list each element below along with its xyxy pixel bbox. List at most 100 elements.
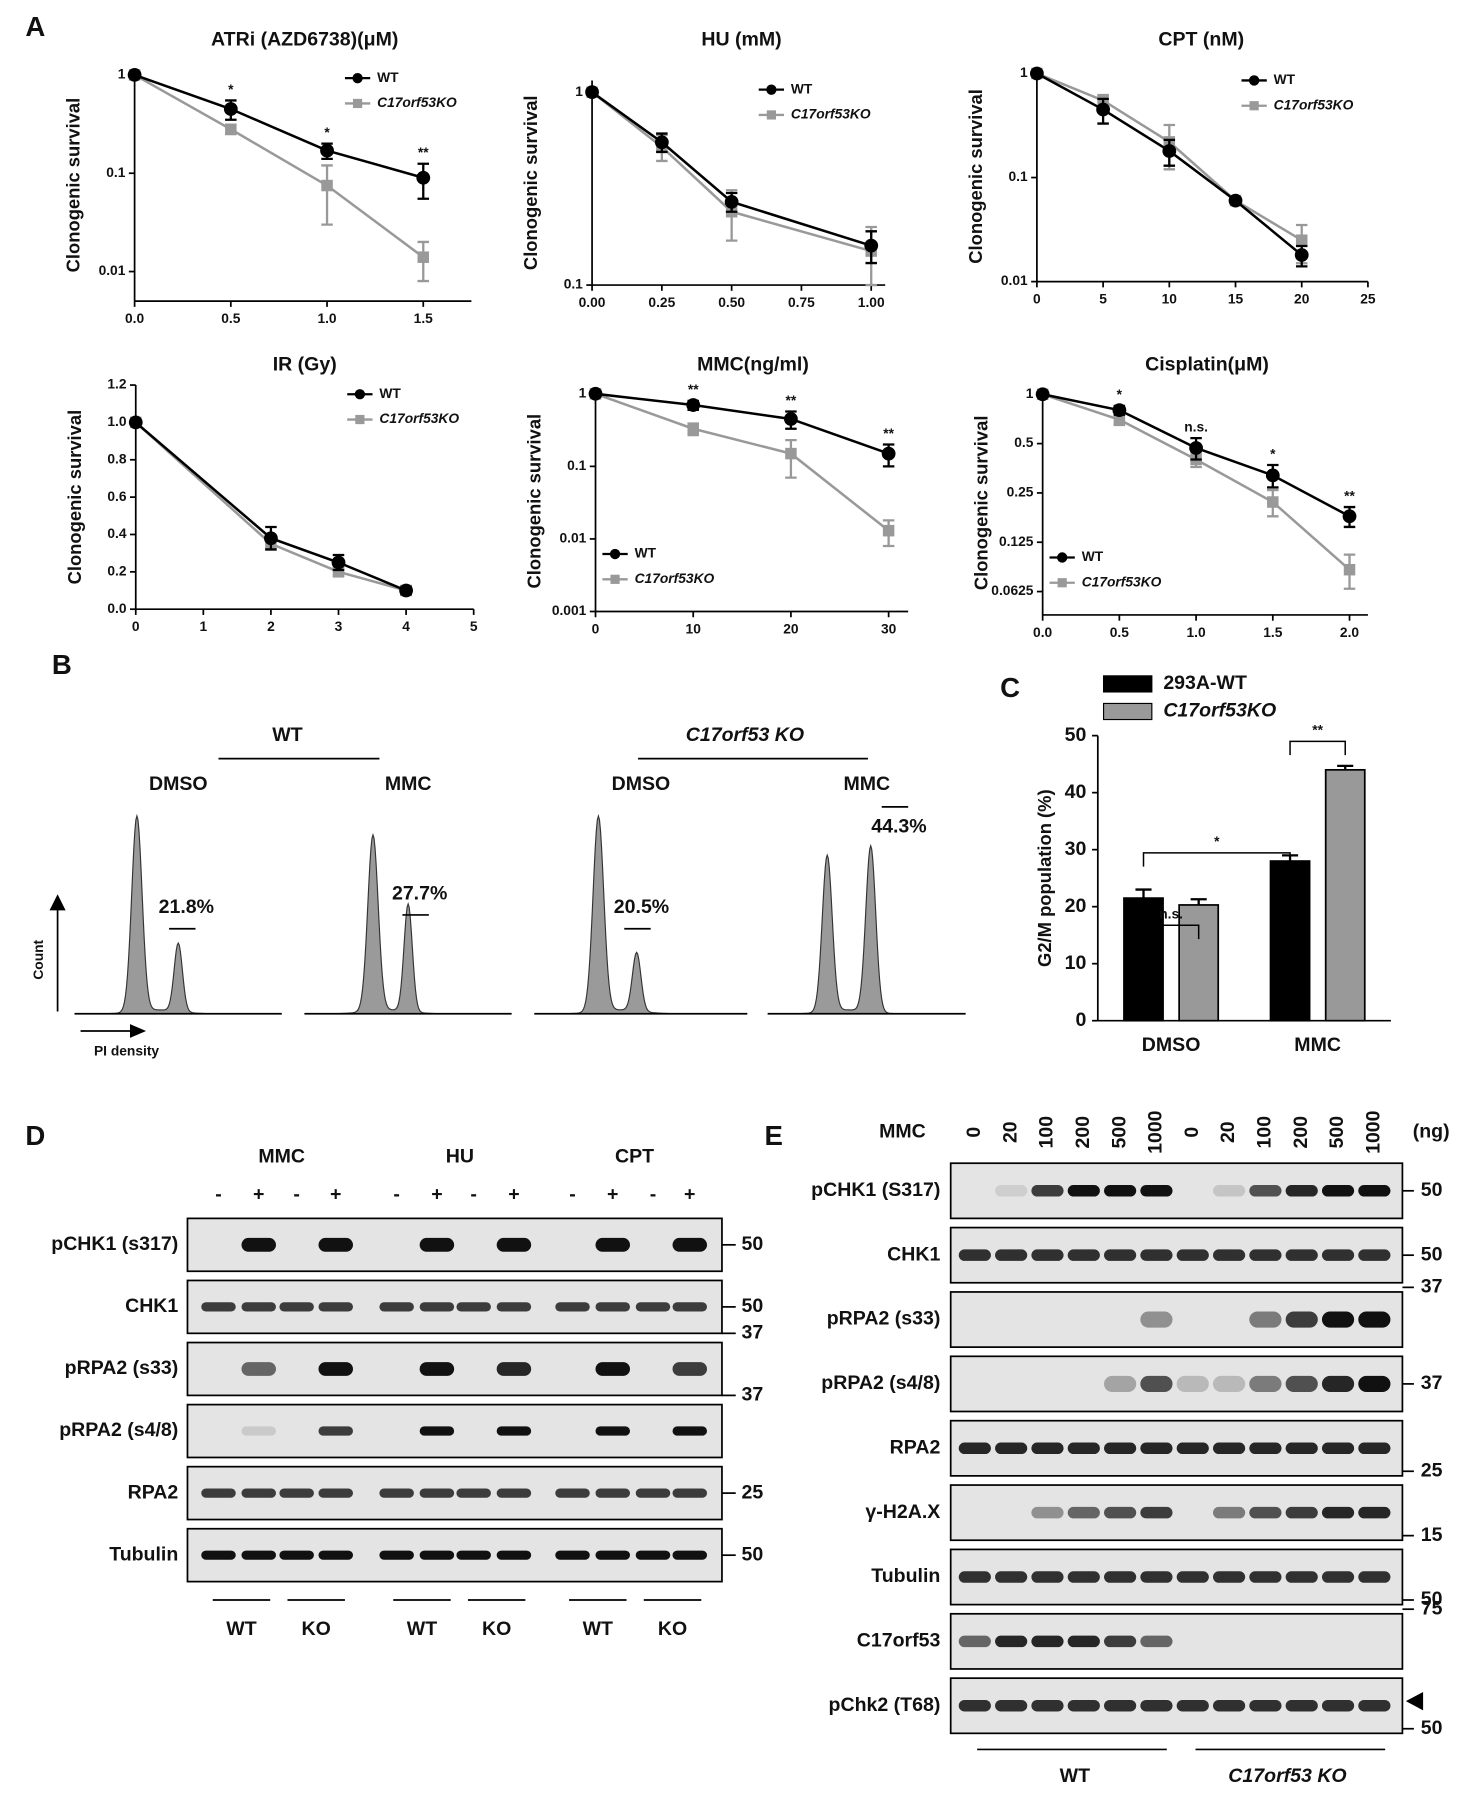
y-tick-label: 0.1: [564, 277, 583, 292]
y-axis-title: Clonogenic survival: [971, 416, 992, 591]
legend-label: C17orf53KO: [1082, 574, 1162, 589]
data-point: [332, 566, 345, 578]
band: [379, 1488, 414, 1498]
y-tick-label: 0.1: [567, 458, 586, 473]
band: [995, 1635, 1028, 1648]
blot-strip: [186, 1279, 723, 1335]
legend-label: C17orf53KO: [1163, 700, 1276, 722]
histogram: [767, 843, 966, 1015]
x-tick-label: 25: [1360, 292, 1376, 307]
data-point: [416, 170, 431, 185]
y-tick-label: 0.001: [552, 603, 587, 618]
blot-strip: [186, 1527, 723, 1583]
band: [1358, 1249, 1391, 1261]
mw-label: 50: [1421, 1588, 1443, 1610]
genotype-label: WT: [226, 1618, 256, 1640]
band: [1212, 1571, 1246, 1583]
mw-label: 37: [741, 1384, 763, 1406]
band: [958, 1442, 991, 1455]
legend-label: C17orf53KO: [379, 411, 459, 426]
mw-label: 15: [1421, 1524, 1443, 1546]
x-tick-label: 3: [335, 619, 343, 634]
series-line: [591, 91, 872, 253]
band: [1212, 1249, 1246, 1261]
band: [1176, 1700, 1209, 1712]
x-tick-label: 0.0: [1033, 625, 1052, 640]
legend-label: C17orf53KO: [635, 571, 715, 586]
data-point: [1112, 403, 1127, 418]
band: [958, 1571, 991, 1583]
band: [456, 1550, 491, 1560]
band: [1031, 1249, 1064, 1261]
band: [1104, 1571, 1137, 1583]
y-tick-label: 40: [1065, 781, 1087, 803]
data-point: [1228, 193, 1243, 208]
row-label: RPA2: [890, 1436, 941, 1458]
treatment-label: DMSO: [149, 773, 208, 795]
dose-label: 0: [1181, 1127, 1203, 1138]
row-label: pRPA2 (s4/8): [821, 1372, 940, 1394]
dose-label: 0: [963, 1127, 985, 1138]
data-point: [331, 555, 346, 570]
band: [1249, 1249, 1282, 1261]
band: [595, 1488, 630, 1498]
data-point: [1294, 248, 1309, 262]
panel-label: E: [764, 1120, 782, 1151]
legend-label: 293A-WT: [1163, 672, 1247, 694]
band: [496, 1362, 532, 1376]
x-tick-label: 0: [1033, 292, 1041, 307]
band: [1104, 1442, 1137, 1455]
x-tick-label: 1.00: [858, 295, 885, 310]
y-tick-label: 30: [1065, 838, 1087, 860]
legend-label: C17orf53KO: [1274, 97, 1354, 112]
x-tick-label: 2: [267, 619, 275, 634]
series-line: [133, 73, 425, 259]
legend-swatch: [1102, 675, 1153, 693]
band: [1104, 1635, 1137, 1648]
mw-label: 75: [1421, 1597, 1443, 1619]
band: [1321, 1311, 1355, 1328]
dose-label: 1000: [1363, 1110, 1385, 1154]
row-label: pRPA2 (s33): [827, 1308, 941, 1330]
y-tick-label: 0.01: [559, 531, 586, 546]
band: [1358, 1311, 1391, 1328]
y-tick-label: 50: [1065, 724, 1087, 746]
band: [241, 1362, 276, 1376]
treatment-label: DMSO: [612, 773, 671, 795]
error-bar: [1337, 764, 1354, 770]
arrow-head: [49, 894, 66, 911]
band: [1321, 1249, 1355, 1261]
band: [1249, 1571, 1282, 1583]
x-tick-label: 1.0: [317, 311, 336, 326]
dose-label: 500: [1108, 1116, 1130, 1149]
legend-label: WT: [635, 546, 657, 561]
band: [595, 1550, 630, 1560]
band: [1285, 1506, 1318, 1519]
data-point: [585, 85, 599, 100]
legend-marker: [1249, 101, 1259, 111]
band: [496, 1488, 532, 1498]
band: [1067, 1571, 1100, 1583]
band: [1104, 1506, 1137, 1519]
band: [1067, 1700, 1100, 1712]
arrow-head: [130, 1024, 147, 1038]
significance: n.s.: [1159, 907, 1183, 922]
band: [1140, 1506, 1173, 1519]
band: [241, 1550, 276, 1560]
data-point: [654, 135, 669, 150]
gate-percent: 27.7%: [392, 882, 447, 904]
band: [595, 1237, 630, 1252]
treatment-label: MMC: [385, 773, 432, 795]
band: [419, 1550, 455, 1560]
series-line: [595, 392, 890, 532]
x-tick-label: MMC: [1294, 1034, 1341, 1056]
band: [1285, 1311, 1318, 1328]
y-tick-label: 0.125: [999, 534, 1034, 549]
significance: **: [883, 426, 894, 441]
band: [595, 1302, 630, 1312]
band: [672, 1237, 708, 1252]
x-tick-label: 0.5: [1110, 625, 1129, 640]
genotype-label: KO: [302, 1618, 331, 1640]
row-label: pRPA2 (s33): [65, 1357, 179, 1379]
band: [1321, 1185, 1355, 1197]
